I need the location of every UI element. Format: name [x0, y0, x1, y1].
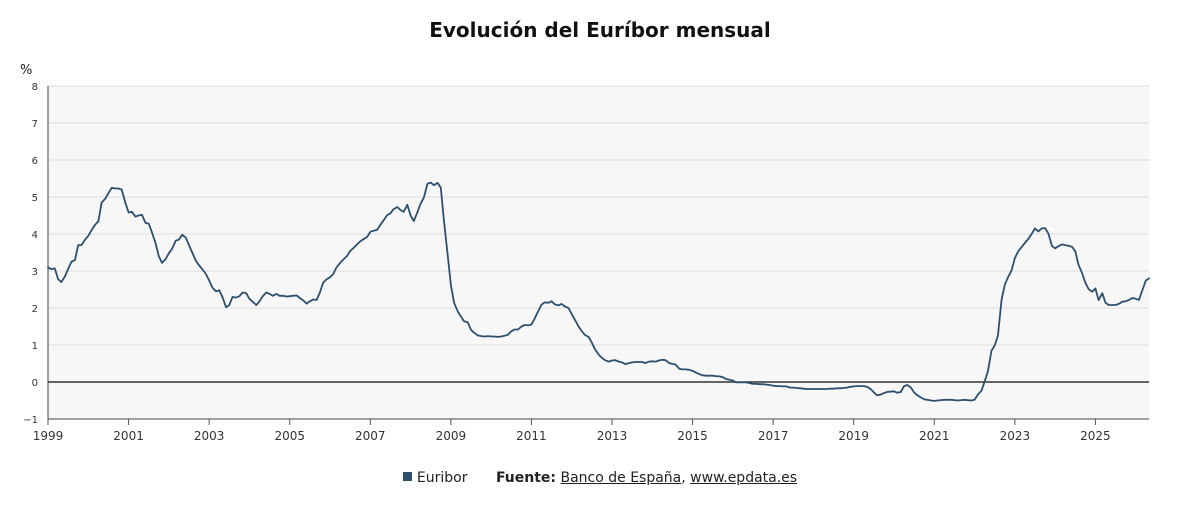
series-line-euribor — [47, 181, 1150, 402]
x-tick-label: 2005 — [274, 429, 305, 443]
source-label: Fuente: — [495, 470, 557, 486]
y-tick-label: 2 — [32, 304, 38, 315]
y-tick-label: −1 — [23, 415, 38, 426]
source-link-banco-de-espana[interactable]: Banco de España — [560, 470, 682, 486]
source-link-epdata[interactable]: www.epdata.es — [690, 470, 798, 486]
x-tick-label: 2017 — [758, 429, 789, 443]
x-tick-label: 2021 — [919, 429, 950, 443]
y-tick-label: 8 — [32, 82, 38, 93]
chart-title: Evolución del Euríbor mensual — [429, 18, 771, 42]
x-tick-label: 2003 — [194, 429, 225, 443]
tick-labels: −1 0 1 2 3 4 5 6 7 8% 1999 2001 2003 2005 2007 2009 2011… — [20, 63, 1111, 443]
x-tick-label: 2019 — [838, 429, 869, 443]
y-tick-label: 7 — [32, 119, 38, 130]
y-tick-label: 4 — [32, 230, 38, 241]
y-tick-label: 6 — [32, 156, 38, 167]
legend-swatch — [402, 472, 412, 481]
x-tick-label: 1999 — [33, 429, 64, 443]
x-tick-label: 2015 — [677, 429, 708, 443]
y-tick-label: 3 — [32, 267, 38, 278]
legend-item-euribor[interactable]: Euribor — [416, 470, 468, 486]
series-layer — [47, 181, 1150, 402]
y-tick-label: 1 — [32, 341, 38, 352]
x-tick-label: 2023 — [1000, 429, 1031, 443]
plot-background — [48, 86, 1149, 419]
source-separator: , — [681, 470, 686, 486]
y-tick-label: 0 — [32, 378, 38, 389]
x-tick-label: 2025 — [1080, 429, 1111, 443]
chart-footer: Euribor Fuente: Banco de España, www.epd… — [0, 470, 1200, 486]
x-tick-label: 2013 — [597, 429, 628, 443]
axes — [47, 86, 1149, 425]
x-tick-label: 2009 — [436, 429, 467, 443]
x-tick-label: 2001 — [113, 429, 144, 443]
gridlines — [48, 85, 1149, 420]
y-axis-unit-label: % — [20, 63, 32, 78]
y-tick-label: 5 — [32, 193, 38, 204]
x-tick-label: 2011 — [516, 429, 547, 443]
x-tick-label: 2007 — [355, 429, 386, 443]
